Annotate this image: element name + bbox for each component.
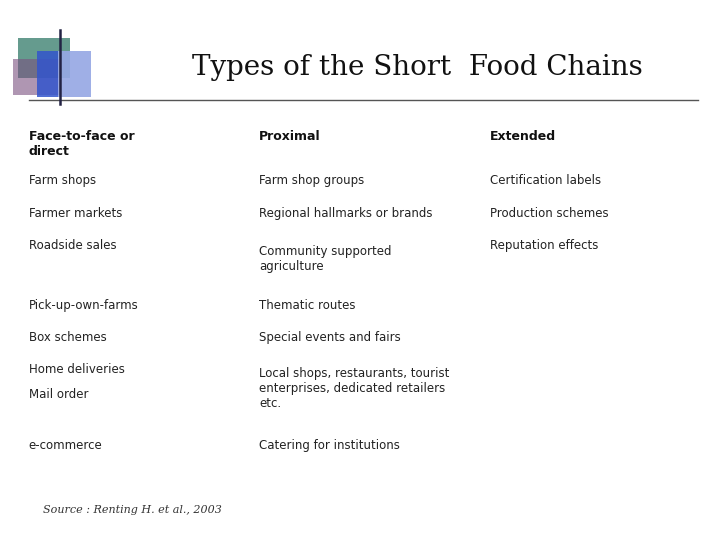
- Bar: [18, 38, 70, 78]
- Text: Types of the Short  Food Chains: Types of the Short Food Chains: [192, 54, 643, 81]
- Text: Extended: Extended: [490, 130, 556, 143]
- Text: Farm shops: Farm shops: [29, 174, 96, 187]
- Text: Mail order: Mail order: [29, 388, 89, 401]
- Text: e-commerce: e-commerce: [29, 439, 102, 452]
- Text: Catering for institutions: Catering for institutions: [259, 439, 400, 452]
- Text: Local shops, restaurants, tourist
enterprises, dedicated retailers
etc.: Local shops, restaurants, tourist enterp…: [259, 367, 449, 410]
- Bar: [58, 51, 91, 97]
- Text: Farmer markets: Farmer markets: [29, 207, 122, 220]
- Bar: [13, 59, 60, 94]
- Text: Certification labels: Certification labels: [490, 174, 600, 187]
- Text: Farm shop groups: Farm shop groups: [259, 174, 364, 187]
- Text: Thematic routes: Thematic routes: [259, 299, 356, 312]
- Text: Home deliveries: Home deliveries: [29, 363, 125, 376]
- Text: Reputation effects: Reputation effects: [490, 239, 598, 252]
- Text: Box schemes: Box schemes: [29, 331, 107, 344]
- Text: Proximal: Proximal: [259, 130, 321, 143]
- Text: Face-to-face or
direct: Face-to-face or direct: [29, 130, 135, 158]
- Text: Pick-up-own-farms: Pick-up-own-farms: [29, 299, 138, 312]
- Bar: [37, 51, 91, 97]
- Text: Special events and fairs: Special events and fairs: [259, 331, 401, 344]
- Text: Regional hallmarks or brands: Regional hallmarks or brands: [259, 207, 433, 220]
- Text: Community supported
agriculture: Community supported agriculture: [259, 245, 392, 273]
- Text: Source : Renting H. et al., 2003: Source : Renting H. et al., 2003: [43, 505, 222, 515]
- Text: Roadside sales: Roadside sales: [29, 239, 117, 252]
- Text: Production schemes: Production schemes: [490, 207, 608, 220]
